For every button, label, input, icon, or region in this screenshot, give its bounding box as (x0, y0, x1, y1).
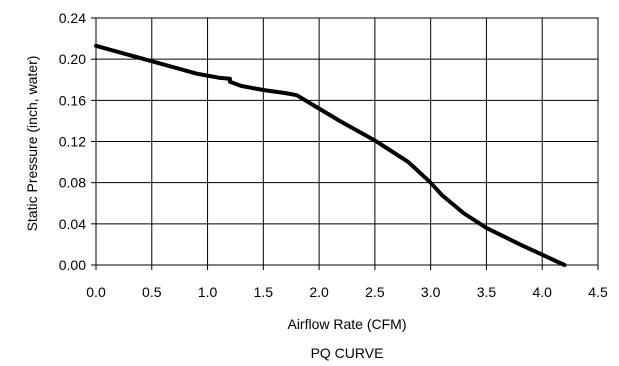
y-tick-label: 0.24 (59, 10, 86, 26)
x-tick-label: 2.0 (309, 284, 329, 300)
y-tick-label: 0.00 (59, 257, 86, 273)
y-tick-label: 0.16 (59, 92, 86, 108)
y-tick-label: 0.20 (59, 51, 86, 67)
x-axis-ticks: 0.0 0.5 1.0 1.5 2.0 2.5 3.0 3.5 4.0 4.5 (86, 265, 608, 300)
y-tick-label: 0.12 (59, 134, 86, 150)
x-tick-label: 3.5 (477, 284, 497, 300)
x-tick-label: 1.5 (254, 284, 274, 300)
x-tick-label: 2.5 (365, 284, 385, 300)
series-layer (94, 43, 567, 267)
series-line-0 (94, 43, 567, 267)
chart-title: PQ CURVE (311, 345, 384, 361)
x-tick-label: 0.5 (142, 284, 162, 300)
x-tick-label: 4.0 (532, 284, 552, 300)
y-tick-label: 0.08 (59, 175, 86, 191)
y-axis-title: Static Pressure (inch, water) (24, 56, 40, 232)
grid-lines (96, 18, 598, 265)
x-axis-title: Airflow Rate (CFM) (287, 316, 406, 332)
y-tick-label: 0.04 (59, 216, 86, 232)
y-axis-ticks: 0.00 0.04 0.08 0.12 0.16 0.20 0.24 (59, 10, 96, 273)
x-tick-label: 1.0 (198, 284, 218, 300)
x-tick-label: 3.0 (421, 284, 441, 300)
x-tick-label: 4.5 (588, 284, 608, 300)
x-tick-label: 0.0 (86, 284, 106, 300)
